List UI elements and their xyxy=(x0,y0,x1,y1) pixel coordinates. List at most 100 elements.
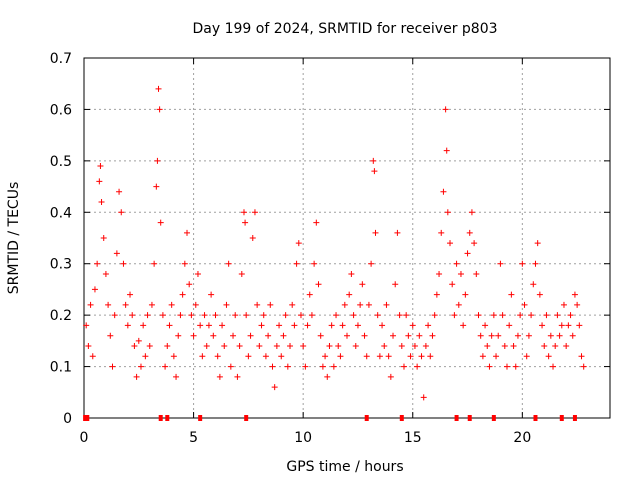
data-point xyxy=(105,301,112,308)
data-point xyxy=(409,322,416,329)
zero-mark xyxy=(572,415,577,421)
data-point xyxy=(392,281,399,288)
data-point xyxy=(398,343,405,349)
data-point xyxy=(510,343,517,349)
data-point xyxy=(519,260,526,267)
data-point xyxy=(197,322,204,329)
data-point xyxy=(440,188,447,195)
data-point xyxy=(464,250,471,257)
data-point xyxy=(153,183,160,190)
data-point xyxy=(300,343,307,349)
data-point xyxy=(144,312,151,319)
data-point xyxy=(306,291,313,298)
data-point xyxy=(175,332,182,339)
data-point xyxy=(89,353,96,360)
data-point xyxy=(194,271,201,277)
data-point xyxy=(473,271,480,277)
data-point xyxy=(118,209,125,216)
data-point xyxy=(371,168,378,175)
data-point xyxy=(330,363,337,370)
data-point xyxy=(370,157,377,164)
data-point xyxy=(414,363,421,370)
x-tick-label: 10 xyxy=(294,430,312,446)
data-point xyxy=(479,353,486,360)
y-tick-label: 0.6 xyxy=(50,102,72,118)
data-point xyxy=(374,312,381,319)
y-tick-label: 0.5 xyxy=(50,154,72,170)
data-point xyxy=(335,343,342,349)
data-point xyxy=(545,353,552,360)
data-point xyxy=(365,301,372,308)
data-point xyxy=(148,301,155,308)
data-point xyxy=(219,322,226,329)
data-point xyxy=(97,163,104,169)
data-point xyxy=(512,363,519,370)
data-point xyxy=(107,332,114,339)
data-point xyxy=(503,363,510,370)
data-point xyxy=(271,384,278,391)
data-point xyxy=(381,343,388,349)
data-point xyxy=(242,219,249,226)
data-point xyxy=(558,322,565,329)
data-point xyxy=(289,301,296,308)
data-point xyxy=(560,301,567,308)
data-point xyxy=(405,332,412,339)
data-point xyxy=(216,373,223,380)
x-tick-label: 5 xyxy=(189,430,198,446)
data-point xyxy=(563,343,570,349)
zero-value-marks xyxy=(83,415,577,421)
data-point xyxy=(337,353,344,360)
data-point xyxy=(449,281,456,288)
data-point xyxy=(567,312,574,319)
data-point xyxy=(532,260,539,267)
data-point xyxy=(221,343,228,349)
data-point xyxy=(157,219,164,226)
data-point xyxy=(87,301,94,308)
data-point xyxy=(443,147,450,154)
data-point xyxy=(552,343,559,349)
data-point xyxy=(124,322,131,329)
data-point xyxy=(154,157,161,164)
zero-mark xyxy=(83,415,88,421)
data-point xyxy=(181,260,188,267)
data-point xyxy=(258,322,265,329)
data-point xyxy=(438,229,445,236)
zero-mark xyxy=(165,415,170,421)
data-point xyxy=(328,322,335,329)
grid-lines xyxy=(84,58,610,418)
data-point xyxy=(407,353,414,360)
y-tick-label: 0.2 xyxy=(50,308,72,324)
data-point xyxy=(210,332,217,339)
data-point xyxy=(249,235,256,241)
data-point xyxy=(396,312,403,319)
data-point xyxy=(225,260,232,267)
data-point xyxy=(188,312,195,319)
data-point xyxy=(501,343,508,349)
data-point xyxy=(262,353,269,360)
data-point xyxy=(184,229,191,236)
data-point xyxy=(394,229,401,236)
data-point xyxy=(199,353,206,360)
data-point xyxy=(177,312,184,319)
data-point xyxy=(554,312,561,319)
data-point xyxy=(302,363,309,370)
data-point xyxy=(313,219,320,226)
data-point xyxy=(245,353,252,360)
data-point xyxy=(429,332,436,339)
data-point xyxy=(333,312,340,319)
data-point xyxy=(214,353,221,360)
data-point xyxy=(260,312,267,319)
data-point xyxy=(521,301,528,308)
data-point xyxy=(508,291,515,298)
data-point xyxy=(109,363,116,370)
data-point xyxy=(83,322,90,329)
y-tick-label: 0 xyxy=(63,411,72,427)
data-point xyxy=(580,363,587,370)
zero-mark xyxy=(364,415,369,421)
zero-mark xyxy=(158,415,163,421)
x-tick-labels: 0 5 10 15 20 xyxy=(80,430,532,446)
data-point xyxy=(539,322,546,329)
zero-mark xyxy=(533,415,538,421)
data-point xyxy=(354,322,361,329)
data-point xyxy=(482,322,489,329)
